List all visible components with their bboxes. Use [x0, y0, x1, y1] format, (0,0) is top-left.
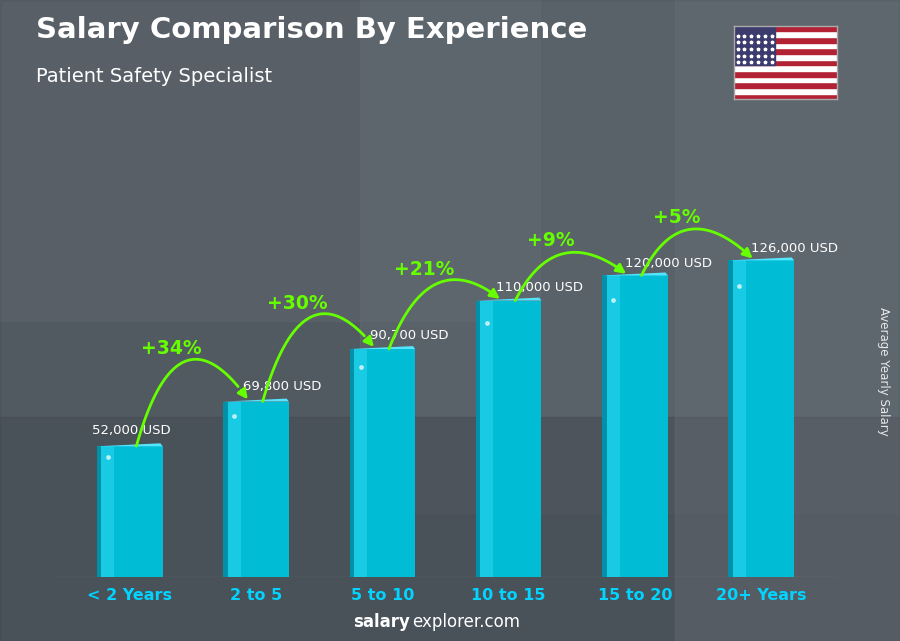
Polygon shape — [97, 446, 102, 577]
Text: 52,000 USD: 52,000 USD — [92, 424, 170, 437]
Bar — [734, 37, 837, 43]
Bar — [734, 60, 837, 65]
Polygon shape — [102, 446, 163, 577]
Polygon shape — [602, 276, 607, 577]
Polygon shape — [102, 446, 114, 577]
Bar — [734, 43, 837, 48]
Polygon shape — [733, 260, 746, 577]
Bar — [734, 82, 837, 88]
Text: Average Yearly Salary: Average Yearly Salary — [878, 308, 890, 436]
Bar — [734, 31, 837, 37]
Text: salary: salary — [353, 613, 410, 631]
Text: Patient Safety Specialist: Patient Safety Specialist — [36, 67, 272, 87]
Polygon shape — [349, 346, 415, 349]
Text: 69,800 USD: 69,800 USD — [243, 380, 322, 394]
Bar — [734, 48, 837, 54]
Polygon shape — [607, 276, 668, 577]
Text: 110,000 USD: 110,000 USD — [496, 281, 583, 294]
Bar — [734, 26, 775, 65]
Bar — [734, 26, 837, 31]
Polygon shape — [349, 349, 354, 577]
Bar — [734, 94, 837, 99]
Text: 126,000 USD: 126,000 USD — [752, 242, 838, 255]
Text: +21%: +21% — [394, 260, 454, 279]
Bar — [0, 417, 900, 641]
Polygon shape — [602, 272, 668, 276]
Bar — [360, 0, 900, 513]
Text: 120,000 USD: 120,000 USD — [625, 257, 712, 270]
Text: Salary Comparison By Experience: Salary Comparison By Experience — [36, 16, 587, 44]
Polygon shape — [733, 260, 794, 577]
Polygon shape — [476, 301, 481, 577]
Polygon shape — [481, 301, 542, 577]
Polygon shape — [354, 349, 367, 577]
Polygon shape — [223, 401, 228, 577]
Text: 90,700 USD: 90,700 USD — [370, 329, 448, 342]
Polygon shape — [228, 401, 289, 577]
Polygon shape — [728, 260, 733, 577]
Polygon shape — [481, 301, 493, 577]
Text: +9%: +9% — [526, 231, 574, 251]
Bar — [0, 0, 540, 320]
Polygon shape — [607, 276, 620, 577]
Bar — [734, 54, 837, 60]
Text: +5%: +5% — [652, 208, 700, 227]
Bar — [734, 77, 837, 82]
Text: explorer.com: explorer.com — [412, 613, 520, 631]
Polygon shape — [354, 349, 415, 577]
Text: +34%: +34% — [141, 338, 202, 358]
Bar — [734, 71, 837, 77]
Bar — [734, 65, 837, 71]
Polygon shape — [728, 258, 794, 260]
Bar — [734, 88, 837, 94]
Polygon shape — [223, 399, 289, 401]
Polygon shape — [476, 297, 542, 301]
Bar — [675, 0, 900, 641]
Polygon shape — [228, 401, 241, 577]
Text: +30%: +30% — [267, 294, 328, 313]
Polygon shape — [97, 444, 163, 446]
